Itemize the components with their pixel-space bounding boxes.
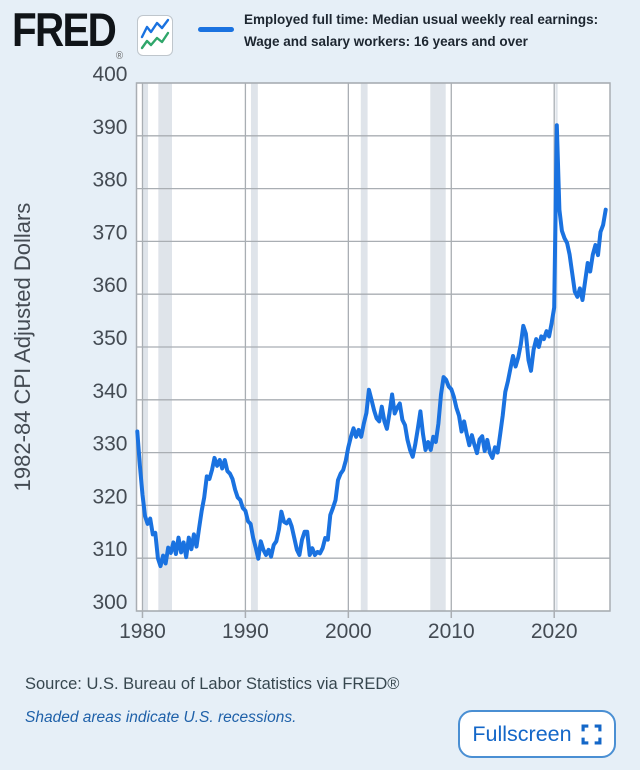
y-tick-label: 400 <box>92 63 127 86</box>
x-tick-label: 2000 <box>325 620 372 643</box>
data-line <box>135 123 608 569</box>
series-legend: Employed full time: Median usual weekly … <box>244 9 624 53</box>
plot-frame <box>135 82 611 612</box>
y-axis-title: 1982-84 CPI Adjusted Dollars <box>10 203 35 492</box>
x-tick-label: 2020 <box>531 620 578 643</box>
recession-note: Shaded areas indicate U.S. recessions. <box>25 709 297 726</box>
fred-chart-icon-glyph <box>140 18 170 50</box>
y-tick-label: 320 <box>92 485 127 508</box>
x-tick-label: 2010 <box>428 620 475 643</box>
chart-area[interactable]: 300 310 320 330 340 350 360 370 380 390 400 1980 199… <box>0 0 640 655</box>
y-tick-label: 330 <box>92 433 127 456</box>
y-tick-label: 380 <box>92 169 127 192</box>
series-title-line2: Wage and salary workers: 16 years and ov… <box>244 34 528 49</box>
y-tick-label: 370 <box>92 221 127 244</box>
line-chart[interactable]: 300 310 320 330 340 350 360 370 380 390 400 1980 199… <box>0 0 640 655</box>
y-tick-label: 350 <box>92 327 127 350</box>
x-tick-label: 1990 <box>222 620 269 643</box>
y-tick-label: 340 <box>92 380 127 403</box>
registered-trademark: ® <box>116 50 123 62</box>
fred-logo-text: FRED <box>12 3 117 56</box>
fullscreen-label: Fullscreen <box>472 721 572 746</box>
y-tick-label: 390 <box>92 116 127 139</box>
x-tick-label: 1980 <box>119 620 166 643</box>
y-tick-label: 310 <box>92 538 127 561</box>
fred-chart-icon <box>137 15 173 56</box>
fullscreen-icon <box>581 724 602 744</box>
fullscreen-button[interactable]: Fullscreen <box>458 710 616 758</box>
y-tick-label: 300 <box>92 591 127 614</box>
fred-logo[interactable]: FRED® <box>12 3 123 62</box>
y-tick-label: 360 <box>92 274 127 297</box>
series-title-line1: Employed full time: Median usual weekly … <box>244 12 599 27</box>
series-color-swatch <box>198 27 234 32</box>
source-text: Source: U.S. Bureau of Labor Statistics … <box>25 675 400 693</box>
